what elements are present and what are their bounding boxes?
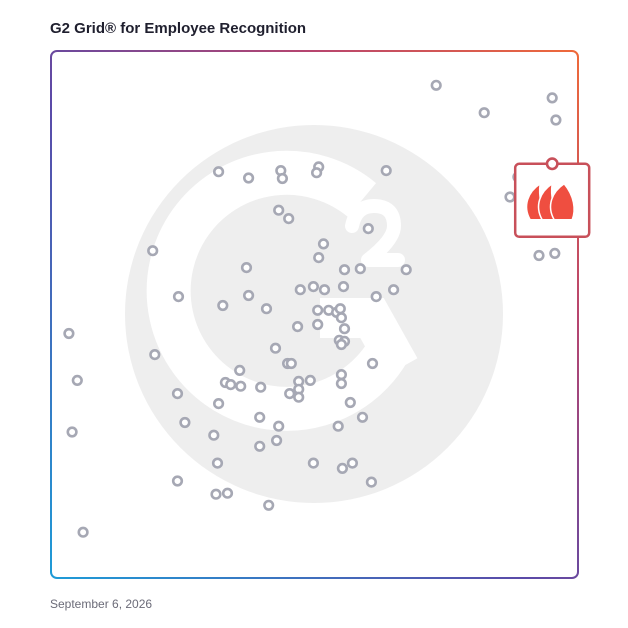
product-point-29[interactable] (318, 284, 331, 296)
report-date: September 6, 2026 (50, 597, 153, 611)
product-point-32[interactable] (172, 291, 185, 303)
highlighted-product-callout[interactable] (513, 157, 591, 239)
product-point-85[interactable] (210, 488, 222, 500)
product-point-61[interactable] (304, 374, 316, 387)
product-point-22[interactable] (240, 262, 253, 274)
product-point-9[interactable] (549, 247, 561, 259)
product-point-50[interactable] (149, 349, 161, 361)
product-point-37[interactable] (312, 304, 324, 316)
product-point-18[interactable] (283, 213, 295, 225)
product-point-33[interactable] (243, 289, 255, 302)
product-point-26[interactable] (400, 264, 412, 276)
product-point-25[interactable] (354, 263, 366, 275)
product-point-86[interactable] (221, 487, 234, 499)
product-point-54[interactable] (234, 364, 246, 377)
product-point-27[interactable] (307, 281, 320, 293)
product-point-79[interactable] (211, 457, 224, 469)
product-point-59[interactable] (255, 381, 267, 393)
product-point-11[interactable] (276, 172, 289, 185)
product-point-49[interactable] (335, 338, 348, 351)
grid-frame (50, 50, 579, 579)
product-point-72[interactable] (179, 416, 191, 429)
product-point-58[interactable] (235, 380, 247, 392)
product-point-69[interactable] (344, 396, 356, 409)
product-point-4[interactable] (550, 114, 562, 126)
product-point-80[interactable] (307, 457, 320, 469)
tulip-logo-icon (525, 182, 575, 221)
product-point-78[interactable] (254, 440, 266, 452)
points-layer (63, 79, 562, 538)
product-point-15[interactable] (213, 166, 225, 178)
product-point-35[interactable] (217, 299, 229, 312)
product-point-13[interactable] (311, 167, 323, 179)
product-point-43[interactable] (312, 318, 324, 331)
product-point-30[interactable] (337, 281, 350, 293)
product-point-55[interactable] (71, 374, 83, 387)
product-point-34[interactable] (370, 291, 382, 303)
product-point-52[interactable] (285, 357, 297, 370)
product-point-21[interactable] (147, 245, 159, 257)
product-point-76[interactable] (208, 429, 220, 441)
product-point-14[interactable] (380, 165, 392, 177)
product-point-84[interactable] (365, 476, 378, 488)
product-point-74[interactable] (332, 420, 344, 432)
product-point-63[interactable] (335, 377, 348, 390)
product-point-31[interactable] (388, 284, 400, 296)
highlight-layer (513, 157, 591, 239)
highlighted-product-point[interactable] (545, 157, 559, 171)
product-point-66[interactable] (293, 391, 305, 403)
product-point-17[interactable] (273, 204, 285, 216)
product-point-45[interactable] (63, 327, 75, 340)
product-point-19[interactable] (362, 223, 374, 235)
chart-title: G2 Grid® for Employee Recognition (50, 20, 307, 37)
product-point-53[interactable] (366, 357, 379, 370)
product-point-46[interactable] (269, 342, 282, 354)
product-point-88[interactable] (77, 526, 89, 538)
product-point-5[interactable] (504, 191, 516, 203)
product-point-87[interactable] (263, 499, 275, 511)
product-point-67[interactable] (171, 388, 184, 400)
g2-watermark-2-digit (345, 199, 405, 267)
product-point-3[interactable] (546, 92, 558, 104)
product-point-36[interactable] (260, 303, 273, 315)
logo-petal-3 (549, 182, 575, 221)
product-point-16[interactable] (243, 172, 255, 184)
product-point-41[interactable] (335, 312, 348, 324)
product-point-40[interactable] (334, 303, 346, 315)
product-point-44[interactable] (338, 323, 351, 335)
product-point-2[interactable] (478, 107, 490, 119)
product-point-83[interactable] (171, 475, 184, 487)
product-point-8[interactable] (533, 249, 545, 262)
product-point-23[interactable] (313, 252, 325, 264)
product-point-20[interactable] (317, 238, 330, 250)
product-point-1[interactable] (430, 79, 442, 91)
product-point-68[interactable] (213, 398, 225, 410)
product-point-28[interactable] (294, 284, 306, 296)
product-point-62[interactable] (335, 369, 348, 381)
product-point-82[interactable] (346, 457, 359, 469)
product-point-71[interactable] (356, 411, 369, 423)
product-point-57[interactable] (225, 379, 237, 391)
product-point-70[interactable] (254, 411, 266, 423)
product-point-73[interactable] (273, 420, 285, 432)
product-point-77[interactable] (271, 434, 283, 447)
product-point-24[interactable] (338, 264, 351, 276)
product-point-81[interactable] (336, 462, 349, 475)
product-point-65[interactable] (284, 388, 296, 400)
product-point-75[interactable] (66, 426, 78, 438)
product-point-42[interactable] (292, 321, 304, 333)
